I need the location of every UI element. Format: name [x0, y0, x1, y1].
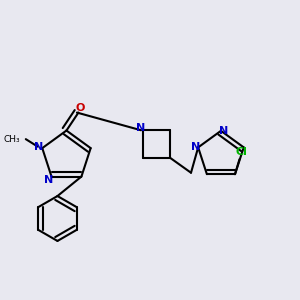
Text: N: N [44, 175, 53, 184]
Text: Cl: Cl [235, 147, 247, 157]
Text: O: O [75, 103, 85, 113]
Text: N: N [190, 142, 200, 152]
Text: N: N [34, 142, 43, 152]
Text: CH₃: CH₃ [4, 135, 20, 144]
Text: N: N [136, 123, 146, 133]
Text: N: N [219, 126, 229, 136]
